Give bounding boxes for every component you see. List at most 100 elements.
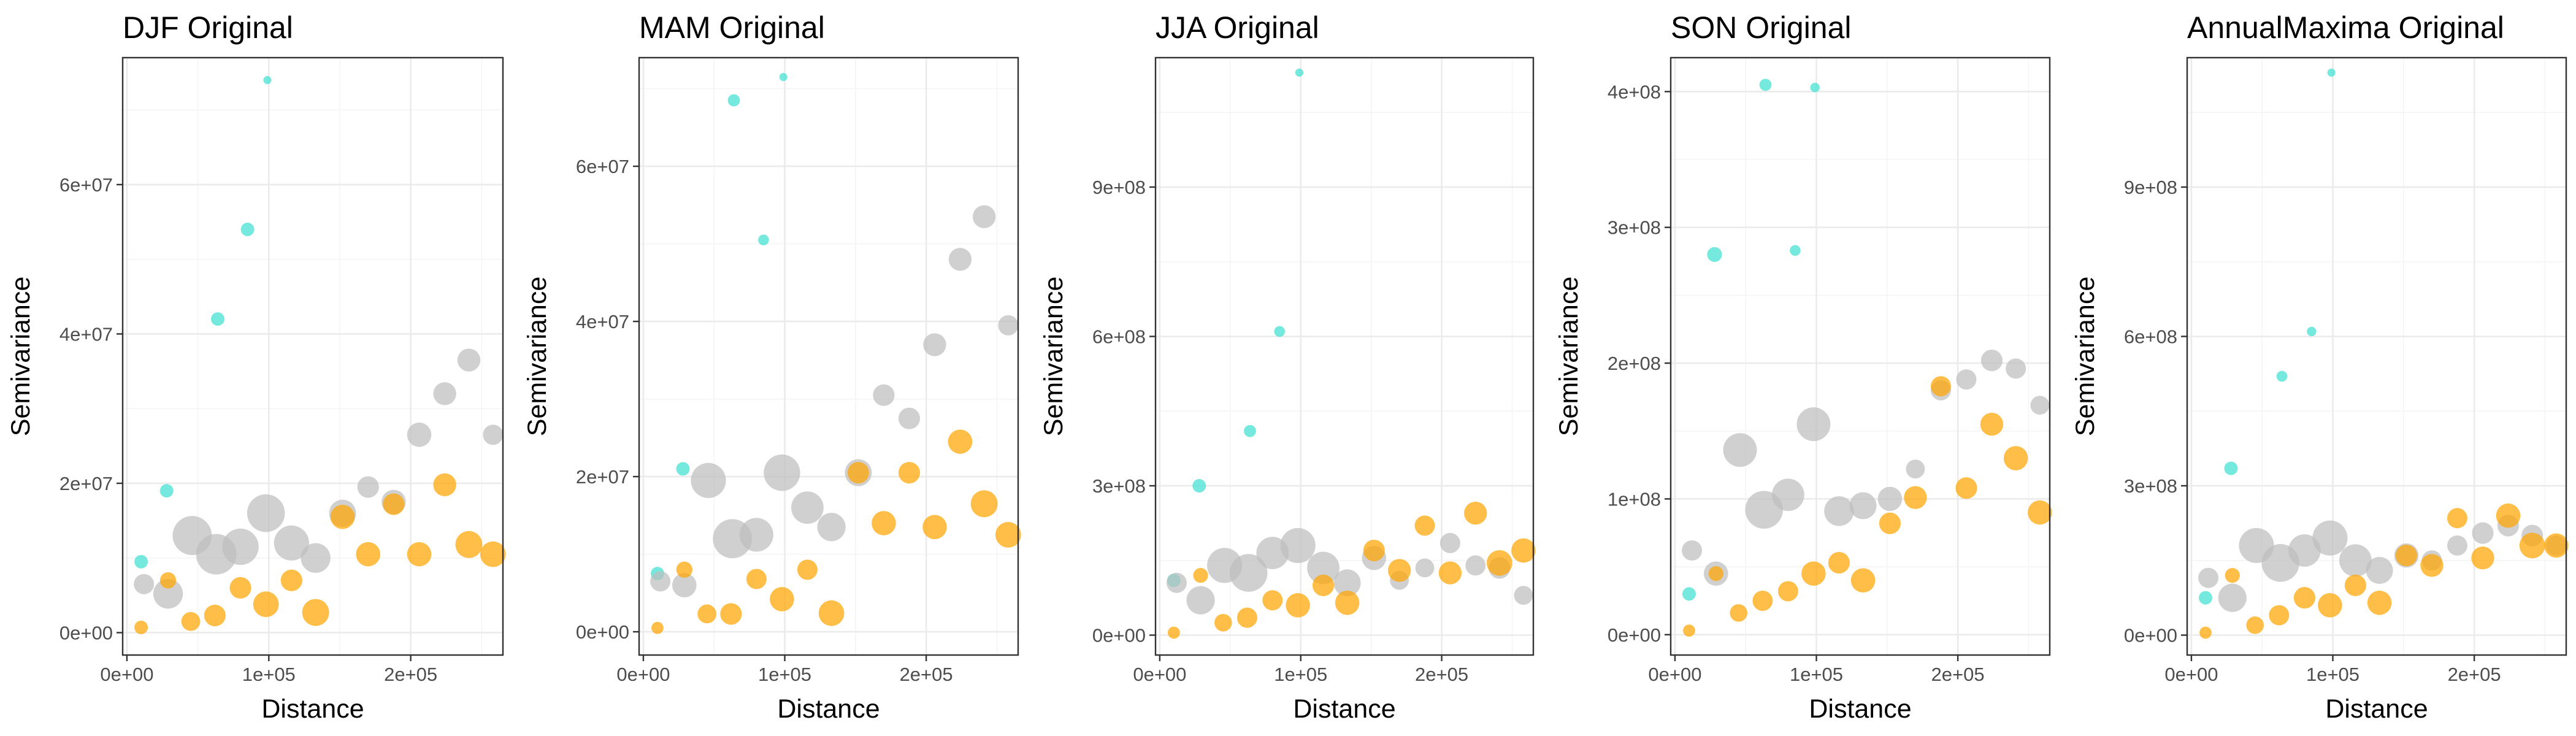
data-point <box>263 75 272 85</box>
data-point <box>357 476 379 498</box>
y-tick-label: 4e+08 <box>1608 81 1661 102</box>
data-point <box>1980 412 2004 436</box>
data-point <box>2339 544 2372 577</box>
y-tick-label: 4e+07 <box>576 311 629 332</box>
y-tick-label: 0e+00 <box>576 621 629 643</box>
data-point <box>948 248 972 271</box>
x-tick-label: 0e+00 <box>2164 664 2218 685</box>
data-point <box>873 384 895 406</box>
x-tick-label: 2e+05 <box>1415 664 1468 685</box>
data-point <box>1193 568 1208 583</box>
series-orange <box>134 473 506 634</box>
panel-1: 0e+00 1e+05 2e+05 0e+00 2e+07 4e+07 6e+07 DJF O… <box>6 10 506 724</box>
data-point <box>1682 587 1696 601</box>
panel-border <box>121 56 504 656</box>
data-point <box>1824 496 1854 526</box>
panel-title: DJF Original <box>123 10 293 45</box>
data-point <box>1796 407 1831 442</box>
data-point <box>2367 590 2392 615</box>
series-teal <box>134 75 272 569</box>
data-point <box>922 515 947 540</box>
data-point <box>797 559 818 580</box>
data-point <box>2199 626 2212 639</box>
data-point <box>676 462 690 476</box>
data-point <box>1879 512 1901 534</box>
data-point <box>727 94 740 107</box>
data-point <box>383 493 405 515</box>
data-point <box>1186 586 1215 615</box>
y-tick-label: 2e+07 <box>576 466 629 488</box>
data-point <box>1387 559 1411 582</box>
data-point <box>1244 424 1256 437</box>
panel-title: AnnualMaxima Original <box>2187 10 2504 45</box>
data-point <box>2225 568 2240 583</box>
x-axis-title: Distance <box>2325 694 2428 724</box>
data-point <box>2496 503 2521 528</box>
data-point <box>1229 554 1268 592</box>
y-tick-label: 9e+08 <box>1092 177 1146 198</box>
data-point <box>2471 546 2494 570</box>
panel-border <box>1669 56 2051 656</box>
data-point <box>1307 551 1340 585</box>
x-tick-label: 0e+00 <box>1133 664 1186 685</box>
data-point <box>676 561 692 578</box>
y-tick-label: 3e+08 <box>1608 217 1661 239</box>
data-point <box>1166 572 1187 593</box>
data-point <box>247 494 285 532</box>
data-point <box>2288 534 2321 567</box>
x-tick-label: 1e+05 <box>242 664 296 685</box>
data-point <box>1439 532 1460 553</box>
data-point <box>2447 535 2467 556</box>
data-point <box>650 571 671 592</box>
data-point <box>1312 574 1335 596</box>
data-point <box>1286 593 1310 618</box>
data-point <box>1904 486 1927 509</box>
x-tick-label: 0e+00 <box>616 664 670 685</box>
data-point <box>758 234 769 246</box>
data-point <box>2269 605 2290 626</box>
data-point <box>770 587 794 611</box>
data-point <box>691 462 726 498</box>
data-point <box>1850 568 1876 593</box>
data-point <box>1335 590 1360 615</box>
data-point <box>972 205 996 229</box>
x-tick-label: 1e+05 <box>2306 664 2359 685</box>
data-point <box>791 491 824 524</box>
data-point <box>211 312 224 326</box>
y-tick-label: 3e+08 <box>2124 475 2177 497</box>
data-point <box>253 591 279 618</box>
data-point <box>1167 626 1180 639</box>
x-axis-title: Distance <box>261 694 364 724</box>
x-tick-label: 2e+05 <box>1931 664 1985 685</box>
series-orange <box>1167 501 1536 639</box>
panel-border <box>638 56 1019 656</box>
data-point <box>1723 433 1757 467</box>
data-point <box>1930 376 1951 397</box>
y-tick-label: 2e+07 <box>59 473 113 494</box>
panel-title: JJA Original <box>1156 10 1319 45</box>
data-point <box>1333 569 1361 597</box>
y-axis-title: Semivariance <box>1554 277 1584 437</box>
y-tick-label: 2e+08 <box>1608 353 1661 374</box>
data-point <box>134 620 148 634</box>
data-point <box>818 600 845 626</box>
data-point <box>1906 459 1925 479</box>
data-point <box>1790 245 1801 256</box>
x-tick-label: 0e+00 <box>1648 664 1701 685</box>
data-point <box>229 577 251 599</box>
data-point <box>2307 326 2317 337</box>
data-point <box>1759 79 1772 91</box>
y-tick-label: 4e+07 <box>59 323 113 345</box>
data-point <box>2420 554 2444 577</box>
data-point <box>2198 591 2212 605</box>
data-point <box>2312 520 2348 556</box>
data-point <box>2246 616 2264 634</box>
y-axis-title: Semivariance <box>1039 277 1068 437</box>
data-point <box>2472 522 2494 544</box>
data-point <box>2028 500 2052 525</box>
data-point <box>1236 607 1257 628</box>
data-point <box>455 531 483 558</box>
data-point <box>2218 583 2247 612</box>
x-tick-label: 1e+05 <box>1790 664 1843 685</box>
data-point <box>779 73 788 82</box>
